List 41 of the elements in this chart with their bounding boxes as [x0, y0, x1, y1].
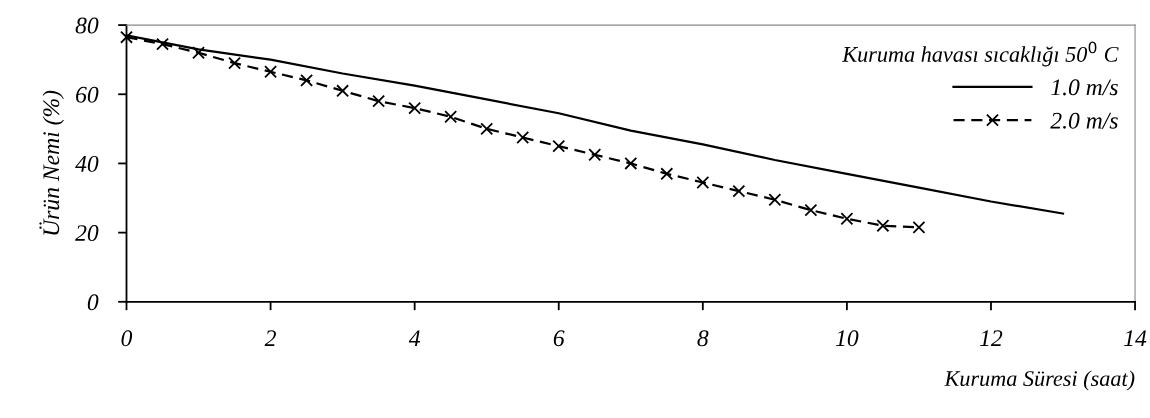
legend-label: 1.0 m/s: [1051, 79, 1118, 96]
y-axis-title: Ürün Nemi (%): [39, 90, 64, 235]
y-tick-label: 0: [87, 294, 99, 311]
point: [372, 94, 386, 108]
point: [732, 184, 746, 198]
x-tick-label: 14: [1124, 330, 1147, 346]
x-tick-label: 8: [697, 330, 709, 347]
y-tick-label: 20: [75, 225, 99, 242]
point: [804, 203, 818, 217]
point: [156, 37, 169, 51]
point: [660, 167, 674, 181]
point: [840, 212, 854, 226]
legend-label: 2.0 m/s: [1050, 112, 1118, 129]
x-tick-label: 2: [264, 330, 276, 346]
y-tick-label: 80: [75, 17, 99, 34]
x-axis-title: Kuruma Süresi (saat): [944, 370, 1135, 391]
point: [552, 139, 566, 153]
point: [192, 46, 205, 60]
point: [408, 101, 422, 115]
x-tick-label: 4: [408, 330, 421, 346]
y-tick-label: 40: [75, 155, 99, 172]
x-tick-label: 0: [121, 330, 133, 347]
point: [300, 73, 314, 87]
point: [876, 219, 890, 233]
point: [768, 193, 782, 207]
y-tick-label: 60: [76, 86, 99, 103]
x-tick-label: 6: [553, 330, 565, 347]
x-tick-label: 10: [835, 330, 859, 347]
point: [912, 220, 926, 234]
point: [336, 84, 350, 98]
legend-title: Kuruma havası sıcaklığı 50$^{0}$ C: [842, 41, 1119, 67]
point: [624, 156, 638, 170]
point: [228, 56, 242, 70]
point: [444, 110, 458, 124]
x-tick-label: 12: [980, 330, 1003, 346]
point: [588, 148, 602, 162]
point: [264, 65, 278, 79]
point: [480, 122, 494, 136]
point: [120, 30, 133, 44]
point: [696, 176, 710, 189]
point: [516, 131, 530, 144]
